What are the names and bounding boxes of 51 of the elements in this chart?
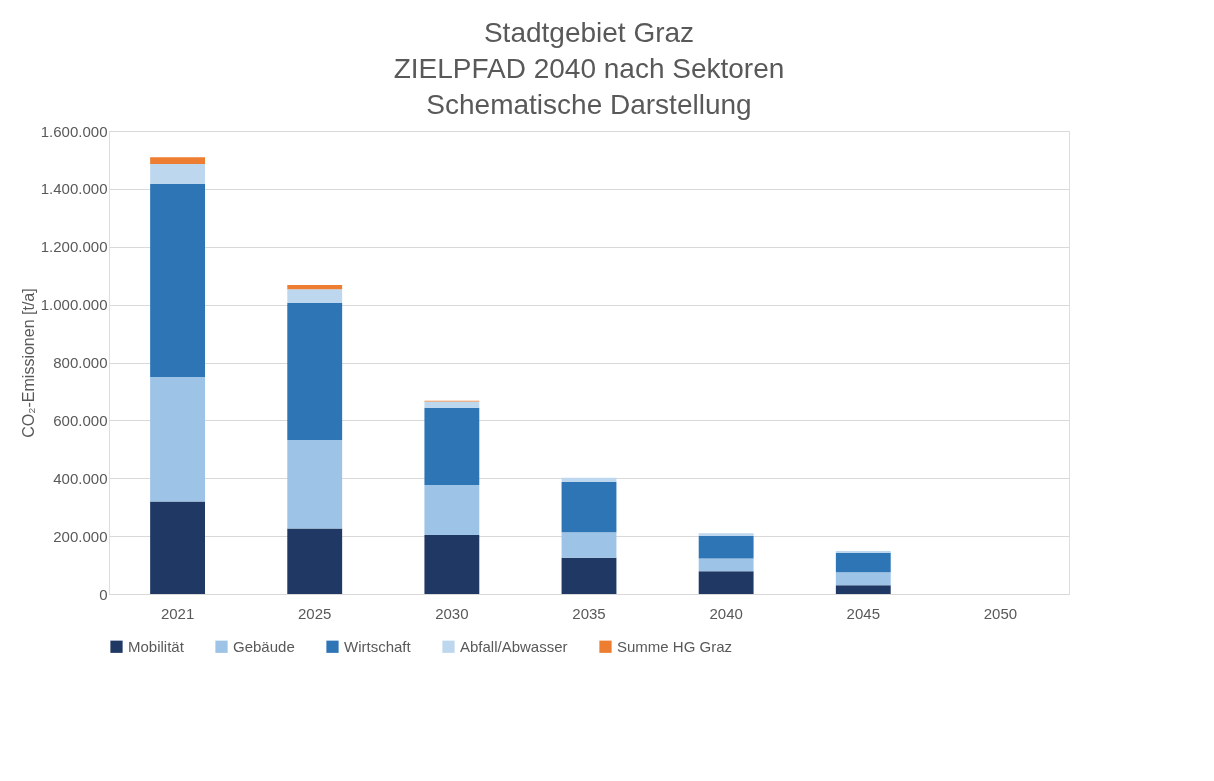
- bar: [287, 302, 343, 441]
- bar: [150, 157, 205, 164]
- bar: [835, 552, 891, 573]
- bar: [287, 528, 343, 594]
- x-tick-label: 2035: [572, 604, 606, 622]
- bar: [424, 407, 480, 485]
- bar: [561, 557, 617, 594]
- legend-label: Gebäude: [233, 637, 295, 655]
- bar: [287, 289, 343, 303]
- bar: [561, 532, 617, 558]
- y-tick-label: 1.200.000: [40, 238, 108, 256]
- y-tick-label: 1.400.000: [40, 180, 108, 198]
- y-tick-label: 1.600.000: [40, 122, 108, 140]
- bar: [561, 482, 617, 533]
- bar: [424, 534, 480, 594]
- y-tick-label: 400.000: [53, 469, 108, 487]
- bar: [698, 571, 754, 594]
- bar: [698, 535, 754, 559]
- bar: [835, 550, 891, 553]
- x-tick-label: 2040: [709, 604, 743, 622]
- y-tick-label: 800.000: [53, 354, 108, 371]
- bar: [424, 401, 480, 408]
- x-tick-label: 2050: [983, 604, 1018, 622]
- bar: [698, 558, 754, 572]
- y-tick-label: 600.000: [53, 411, 108, 429]
- bar: [424, 484, 480, 535]
- bar: [835, 585, 891, 594]
- legend-label: Wirtschaft: [344, 637, 412, 655]
- y-tick-label: 0: [99, 585, 108, 603]
- bar: [150, 183, 205, 377]
- x-tick-label: 2045: [846, 604, 880, 622]
- legend-label: Summe HG Graz: [617, 637, 733, 655]
- text: ZIELPFAD 2040 nach Sektoren: [393, 53, 785, 84]
- y-tick-label: 200.000: [53, 527, 108, 545]
- bar: [287, 284, 343, 290]
- bar: [287, 440, 343, 529]
- bar: [150, 376, 205, 502]
- x-tick-label: 2025: [298, 604, 332, 622]
- bar: [698, 533, 754, 536]
- bar: [150, 163, 205, 184]
- bar: [835, 572, 891, 586]
- text: Schematische Darstellung: [426, 89, 752, 120]
- y-tick-label: 1.000.000: [40, 296, 108, 314]
- bar: [150, 501, 205, 594]
- y-axis-title: CO₂-Emissionen [t/a]: [19, 288, 37, 438]
- legend-label: Mobilität: [128, 637, 185, 655]
- x-tick-label: 2030: [435, 604, 469, 622]
- legend-label: Abfall/Abwasser: [460, 637, 568, 655]
- x-tick-label: 2021: [160, 604, 195, 622]
- text: Stadtgebiet Graz: [483, 17, 695, 48]
- bar: [561, 477, 617, 483]
